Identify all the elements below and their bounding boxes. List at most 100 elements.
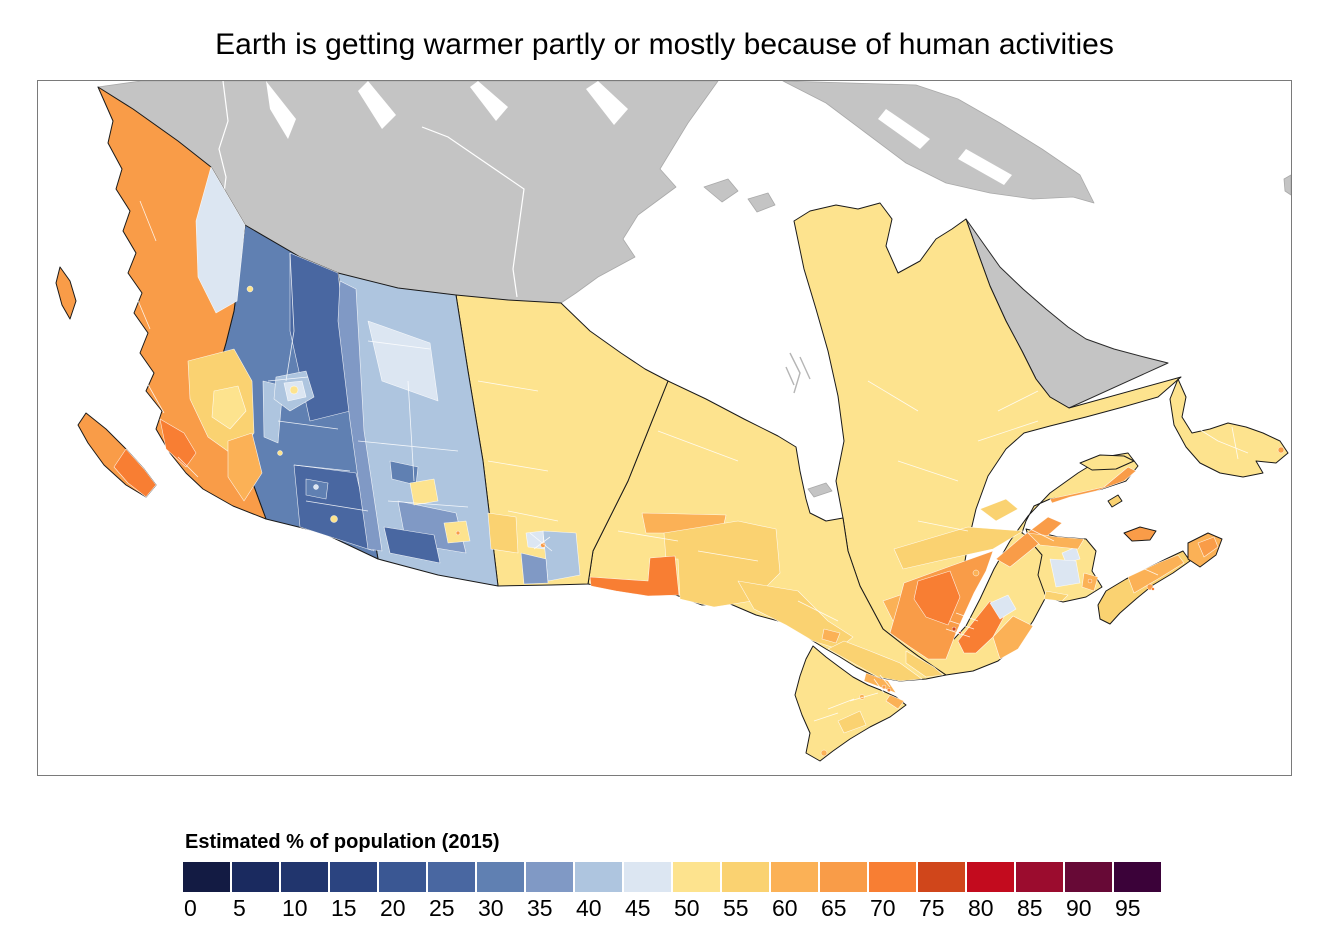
legend-tick-label: 55	[723, 895, 749, 921]
legend-tick-label: 0	[184, 895, 197, 921]
region-sudbury	[821, 628, 841, 644]
legend-tick-label: 85	[1017, 895, 1043, 921]
legend-swatch	[428, 862, 475, 892]
legend: Estimated % of population (2015) 0 5 10 15 2…	[183, 831, 1183, 922]
legend-bin: 25	[428, 862, 477, 922]
region-regina-centre	[455, 530, 461, 536]
region-hamilton-niagara	[885, 694, 905, 710]
legend-bin: 60	[771, 862, 820, 922]
legend-bin: 40	[575, 862, 624, 922]
legend-bin: 35	[526, 862, 575, 922]
legend-swatch	[1016, 862, 1063, 892]
legend-bin: 95	[1114, 862, 1163, 922]
region-haida-gwaii	[55, 266, 77, 320]
legend-swatch	[820, 862, 867, 892]
legend-bin: 15	[330, 862, 379, 922]
region-sask-west	[337, 280, 383, 552]
legend-swatch	[673, 862, 720, 892]
region-victoria	[113, 448, 157, 498]
region-grande-prairie	[246, 285, 254, 293]
baffin-fjord	[958, 149, 1012, 185]
belcher-islands	[785, 352, 811, 394]
region-fundy	[1043, 590, 1069, 602]
yukon-nwt-border	[218, 81, 229, 194]
legend-tick-label: 80	[968, 895, 994, 921]
legend-bin: 20	[379, 862, 428, 922]
region-chaudiere	[1061, 546, 1081, 564]
region-bc-northeast	[195, 166, 246, 314]
arctic-channel	[470, 81, 508, 121]
legend-bin: 85	[1016, 862, 1065, 922]
region-saguenay	[979, 498, 1019, 522]
legend-tick-label: 50	[674, 895, 700, 921]
region-monteregie	[957, 600, 1007, 654]
legend-title: Estimated % of population (2015)	[185, 831, 500, 853]
legend-swatch	[918, 862, 965, 892]
legend-bin: 5	[232, 862, 281, 922]
legend-tick-label: 40	[576, 895, 602, 921]
arctic-channel	[358, 81, 396, 129]
legend-swatch	[967, 862, 1014, 892]
region-akimiski-island	[807, 482, 833, 498]
region-nb-centre	[1049, 558, 1081, 588]
region-moncton	[1087, 578, 1093, 584]
region-bas-st-laurent	[995, 516, 1063, 568]
region-small-island	[747, 192, 776, 213]
legend-swatch	[379, 862, 426, 892]
legend-swatch	[869, 862, 916, 892]
legend-tick-label: 10	[282, 895, 308, 921]
legend-bin: 30	[477, 862, 526, 922]
region-small-island	[703, 178, 739, 203]
canada-choropleth-map	[55, 81, 1291, 762]
region-bc-interior-central	[211, 385, 247, 430]
legend-tick-label: 20	[380, 895, 406, 921]
region-saskatoon	[409, 478, 439, 506]
legend-swatch	[575, 862, 622, 892]
region-baffin-island	[782, 81, 1095, 204]
page-title: Earth is getting warmer partly or mostly…	[215, 28, 1114, 61]
legend-swatch	[1114, 862, 1161, 892]
region-st-johns	[1277, 446, 1285, 454]
region-lethbridge	[330, 515, 338, 523]
region-manitoba-corner	[520, 552, 549, 585]
legend-bin: 45	[624, 862, 673, 922]
legend-tick-label: 5	[233, 895, 246, 921]
legend-tick-label: 65	[821, 895, 847, 921]
region-small-island	[1283, 174, 1291, 196]
region-quebec-city	[972, 569, 980, 577]
legend-tick-label: 25	[429, 895, 455, 921]
region-southwestern-ontario	[794, 645, 907, 762]
legend-bin: 55	[722, 862, 771, 922]
legend-tick-label: 15	[331, 895, 357, 921]
region-toronto	[881, 684, 887, 690]
region-calgary-city	[313, 484, 319, 490]
legend-swatch	[183, 862, 230, 892]
arctic-channel	[266, 81, 296, 139]
region-edmonton-city	[289, 385, 299, 395]
legend-swatch	[722, 862, 769, 892]
legend-bin: 80	[967, 862, 1016, 922]
region-ottawa-area	[905, 650, 944, 678]
region-ontario-south-band	[827, 640, 923, 682]
legend-tick-label: 35	[527, 895, 553, 921]
region-toronto-core	[886, 687, 892, 693]
legend-tick-label: 45	[625, 895, 651, 921]
legend-bin: 90	[1065, 862, 1114, 922]
region-ontario-northwest	[589, 555, 680, 597]
legend-swatch	[624, 862, 671, 892]
nwt-nunavut-border	[421, 126, 525, 298]
baffin-fjord	[878, 109, 930, 149]
legend-tick-label: 70	[870, 895, 896, 921]
region-estrie	[992, 615, 1034, 660]
legend-tick-label: 30	[478, 895, 504, 921]
legend-swatch	[526, 862, 573, 892]
arctic-channel	[586, 81, 628, 125]
legend-swatch	[771, 862, 818, 892]
legend-bin: 10	[281, 862, 330, 922]
legend-swatch	[330, 862, 377, 892]
legend-tick-label: 95	[1115, 895, 1141, 921]
region-sydney	[1197, 536, 1219, 558]
legend-bin: 0	[183, 862, 232, 922]
legend-color-strip: 0 5 10 15 20 25 30 35 40 45 50 55 60 65 70 75 80 85 90 95	[183, 862, 1183, 922]
region-sask-north	[367, 320, 439, 402]
